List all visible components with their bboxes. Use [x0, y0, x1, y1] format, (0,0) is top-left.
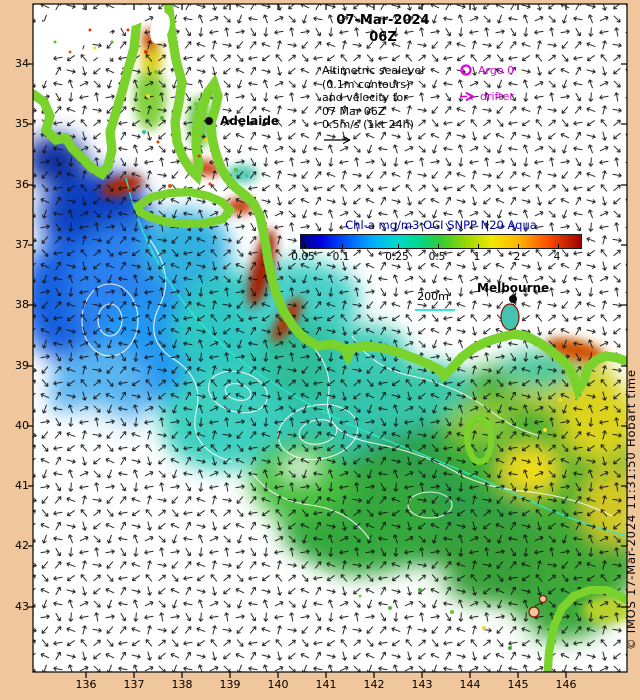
y-tick-35: 35 [15, 117, 29, 130]
drifter-label: drifter [480, 90, 514, 103]
colorbar-tick-0.1: 0.1 [332, 251, 350, 263]
port-phillip-bay [500, 303, 520, 331]
land-tasmania [528, 586, 627, 672]
y-tick-37: 37 [15, 238, 29, 251]
x-tick-140: 140 [267, 678, 289, 691]
depth-label-200m: 200m [417, 290, 449, 303]
y-tick-38: 38 [15, 298, 29, 311]
land-king-island [463, 418, 491, 462]
x-tick-139: 139 [219, 678, 241, 691]
y-tick-41: 41 [15, 479, 29, 492]
date-block: 07-Mar-2024 06Z [318, 12, 448, 46]
x-tick-145: 145 [507, 678, 529, 691]
colorbar-tick-2: 2 [513, 251, 521, 263]
x-tick-143: 143 [411, 678, 433, 691]
colorbar-tick-4: 4 [553, 251, 561, 263]
salt-lakes [33, 4, 170, 82]
colorbar-title: Chl-a mg/m3 OCI SNPP N20 Aqua [345, 218, 537, 232]
land-kangaroo-island [133, 187, 236, 229]
map-date: 07-Mar-2024 [336, 13, 430, 28]
city-dot-melbourne [509, 295, 517, 303]
argo-float-icon [460, 64, 472, 76]
y-tick-40: 40 [15, 419, 29, 432]
y-tick-42: 42 [15, 539, 29, 552]
x-tick-141: 141 [315, 678, 337, 691]
annotation-line-2: (0.1m contours) [322, 77, 411, 91]
colorbar-tick-0.05: 0.05 [291, 251, 315, 263]
city-dot-adelaide [205, 117, 213, 125]
land-mainland [33, 4, 627, 401]
x-tick-138: 138 [171, 678, 193, 691]
annotation-line-3: and velocity for [322, 91, 408, 104]
axis-frame [28, 3, 628, 678]
city-label-adelaide: Adelaide [220, 114, 280, 128]
y-tick-39: 39 [15, 359, 29, 372]
colorbar-tick-1: 1 [473, 251, 481, 263]
map-time: 06Z [369, 30, 397, 45]
y-tick-34: 34 [15, 57, 29, 70]
x-tick-136: 136 [75, 678, 97, 691]
argo-label: Argo 0 [478, 63, 515, 77]
colorbar-tick-0.5: 0.5 [428, 251, 446, 263]
x-tick-144: 144 [459, 678, 481, 691]
annotation-block: Altimetric sealevel (0.1m contours) and … [322, 64, 424, 149]
colorbar-tick-0.25: 0.25 [385, 251, 409, 263]
annotation-line-5: 0.5m/s (1kt 24h) [322, 118, 414, 131]
chl-speckles [53, 28, 607, 650]
annotation-line-1: Altimetric sealevel [322, 64, 425, 77]
drifter-icon [460, 91, 475, 102]
x-tick-142: 142 [363, 678, 385, 691]
y-tick-36: 36 [15, 178, 29, 191]
city-label-melbourne: Melbourne [477, 281, 550, 295]
drifter-legend-row: drifter [458, 90, 514, 103]
colorbar [300, 234, 582, 249]
x-tick-146: 146 [555, 678, 577, 691]
argo-legend-row: Argo 0 [459, 63, 514, 77]
copyright-text: © IMOS 17-Mar-2024 11:31:50 Hobart time [624, 369, 638, 650]
velocity-scale-arrow [324, 135, 351, 144]
y-tick-43: 43 [15, 600, 29, 613]
annotation-line-4: 07 Mar 06Z [322, 104, 386, 118]
x-tick-137: 137 [123, 678, 145, 691]
